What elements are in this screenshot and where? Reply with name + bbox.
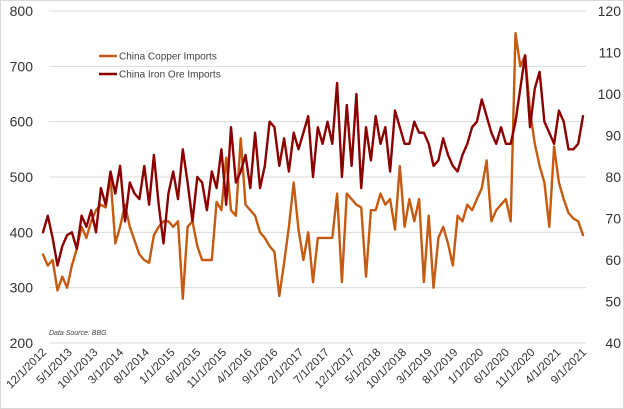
right-axis-tick-label: 60	[605, 252, 621, 268]
right-axis-tick-label: 80	[605, 169, 621, 185]
series-line-iron-ore	[41, 54, 585, 267]
left-axis-tick-label: 800	[10, 3, 34, 19]
right-axis-tick-label: 50	[605, 294, 621, 310]
left-axis-tick-label: 600	[10, 114, 34, 130]
series-line-copper	[41, 31, 585, 300]
left-axis-tick-label: 300	[10, 280, 34, 296]
legend: China Copper Imports China Iron Ore Impo…	[99, 52, 221, 81]
gridlines	[49, 10, 586, 344]
left-axis-tick-label: 200	[10, 335, 34, 351]
left-axis-tick-label: 500	[10, 169, 34, 185]
left-axis-tick-label: 400	[10, 224, 34, 240]
right-axis: 40 50 60 70 80 90 100 110 120	[598, 3, 622, 351]
left-axis-tick-label: 700	[10, 58, 34, 74]
right-axis-tick-label: 70	[605, 211, 621, 227]
right-axis-tick-label: 40	[605, 335, 621, 351]
right-axis-tick-label: 90	[605, 128, 621, 144]
series-lines	[41, 31, 585, 300]
right-axis-tick-label: 100	[598, 86, 622, 102]
legend-label-iron-ore: China Iron Ore Imports	[119, 70, 221, 81]
legend-label-copper: China Copper Imports	[119, 52, 217, 63]
left-axis: 200 300 400 500 600 700 800	[10, 3, 34, 351]
right-axis-tick-label: 110	[599, 45, 622, 61]
data-source-note: Data Source: BBG	[49, 330, 107, 337]
x-axis: 12/1/20125/1/201310/1/20133/1/20148/1/20…	[4, 346, 589, 391]
right-axis-tick-label: 120	[598, 3, 622, 19]
